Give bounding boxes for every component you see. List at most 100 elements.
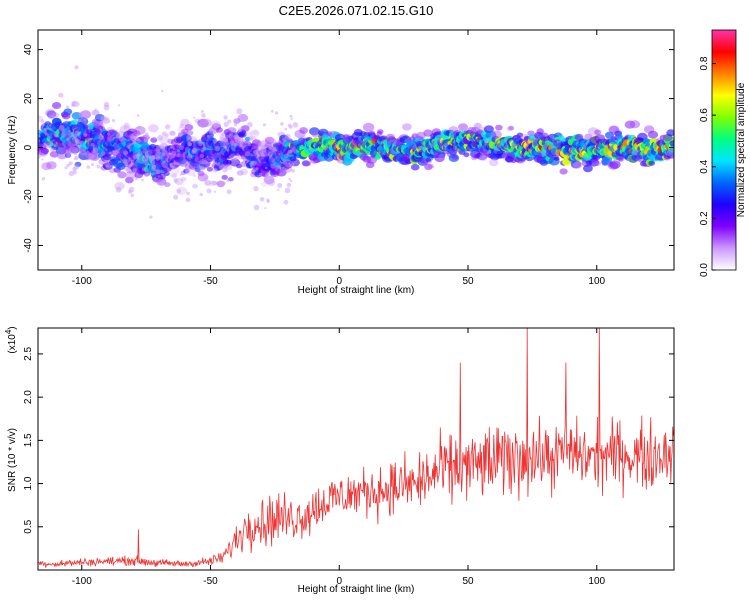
spectrogram-halo-point — [151, 164, 157, 170]
spectrogram-halo-point — [161, 89, 164, 93]
snr-x-tick-label: 100 — [588, 576, 605, 587]
spectrogram-x-axis-label: Height of straight line (km) — [298, 285, 415, 296]
spectrogram-blob — [187, 130, 194, 136]
spectrogram-halo-point — [208, 128, 215, 134]
spectrogram-halo-point — [134, 177, 138, 181]
spectrogram-blob — [83, 154, 91, 160]
spectrogram-blob — [413, 133, 421, 140]
spectrogram-blob — [438, 152, 446, 158]
spectrogram-halo-point — [199, 192, 203, 197]
colorbar-tick-label: 0.6 — [699, 108, 710, 122]
snr-scale-prefix: (x10 — [7, 334, 18, 354]
spectrogram-blob — [258, 140, 266, 147]
spectrogram-blob — [245, 131, 253, 137]
spectrogram-blob — [63, 108, 73, 116]
spectrogram-halo-point — [218, 181, 223, 186]
spectrogram-halo-point — [157, 175, 160, 178]
spectrogram-halo-point — [237, 137, 244, 144]
spectrogram-halo-point — [206, 135, 210, 138]
spectrogram-halo-point — [284, 153, 289, 159]
colorbar-ticks: 0.0 0.2 0.4 0.6 0.8 — [699, 56, 716, 277]
spectrogram-blob — [276, 168, 287, 177]
spectrogram-blob — [123, 122, 130, 128]
spectrogram-x-tick-label: -50 — [203, 276, 218, 287]
spectrogram-halo-point — [178, 145, 184, 151]
spectrogram-halo-point — [193, 116, 196, 119]
spectrogram-halo-point — [212, 167, 218, 173]
spectrogram-blob — [239, 168, 248, 175]
spectrogram-halo-point — [38, 139, 41, 143]
spectrogram-halo-point — [41, 177, 46, 181]
snr-chart: -100 -50 0 50 100 0.5 1.0 1.5 2.0 2.5 SNR (10 * v… — [4, 326, 675, 595]
spectrogram-halo-point — [124, 162, 129, 167]
spectrogram-blob — [240, 125, 250, 132]
spectrogram-halo-point — [170, 144, 175, 149]
spectrogram-blob — [669, 140, 674, 147]
spectrogram-halo-point — [136, 138, 141, 143]
spectrogram-blob — [251, 148, 260, 155]
spectrogram-halo-point — [72, 134, 77, 139]
spectrogram-halo-point — [149, 215, 153, 219]
spectrogram-halo-point — [219, 136, 226, 143]
spectrogram-blob — [583, 164, 593, 173]
colorbar-gradient — [711, 29, 737, 271]
colorbar-tick-label: 0.4 — [699, 159, 710, 173]
colorbar-tick-label: 0.0 — [699, 263, 710, 277]
spectrogram-halo-point — [105, 148, 108, 151]
spectrogram-halo-point — [122, 158, 128, 164]
spectrogram-halo-point — [145, 132, 149, 136]
spectrogram-halo-point — [277, 183, 283, 188]
spectrogram-x-tick-label: 50 — [462, 276, 474, 287]
spectrogram-halo-point — [211, 164, 214, 168]
spectrogram-halo-point — [50, 147, 55, 152]
spectrogram-blob — [249, 129, 260, 138]
spectrogram-halo-point — [100, 151, 106, 156]
snr-y-tick-label: 2.0 — [23, 390, 34, 404]
spectrogram-halo-point — [258, 172, 263, 177]
snr-y-tick-label: 2.5 — [23, 347, 34, 361]
spectrogram-blob — [508, 125, 515, 131]
spectrogram-halo-point — [199, 160, 204, 165]
spectrogram-blob — [594, 129, 602, 135]
spectrogram-halo-point — [144, 172, 150, 178]
spectrogram-halo-point — [179, 173, 182, 176]
spectrogram-blob — [237, 113, 249, 122]
spectrogram-halo-point — [93, 147, 99, 153]
spectrogram-halo-point — [130, 135, 136, 142]
spectrogram-blob — [63, 112, 70, 118]
spectrogram-halo-point — [142, 155, 149, 162]
spectrogram-halo-point — [123, 126, 127, 130]
spectrogram-blob — [100, 115, 108, 122]
spectrogram-halo-point — [173, 178, 179, 183]
spectrogram-halo-point — [117, 104, 121, 107]
spectrogram-halo-point — [71, 101, 77, 106]
spectrogram-halo-point — [66, 163, 70, 168]
spectrogram-halo-point — [112, 150, 115, 153]
spectrogram-blob — [667, 148, 674, 155]
spectrogram-halo-point — [203, 177, 207, 181]
spectrogram-blob — [221, 174, 228, 180]
snr-plot-area — [38, 328, 674, 570]
spectrogram-blob — [236, 163, 242, 169]
spectrogram-halo-point — [245, 151, 251, 157]
spectrogram-blob — [616, 134, 623, 140]
spectrogram-halo-point — [234, 157, 238, 161]
spectrogram-halo-point — [161, 131, 167, 137]
spectrogram-blob — [553, 156, 560, 161]
spectrogram-blob — [427, 164, 434, 169]
spectrogram-halo-point — [66, 153, 71, 158]
spectrogram-halo-point — [248, 135, 254, 141]
spectrogram-halo-point — [289, 114, 293, 118]
spectrogram-halo-point — [124, 167, 127, 171]
spectrogram-halo-point — [154, 176, 157, 179]
spectrogram-halo-point — [44, 143, 48, 147]
spectrogram-halo-point — [290, 162, 295, 167]
snr-marks — [38, 328, 674, 568]
spectrogram-halo-point — [88, 153, 95, 160]
spectrogram-halo-point — [73, 157, 77, 160]
spectrogram-blob — [236, 170, 244, 176]
spectrogram-halo-point — [270, 163, 276, 169]
spectrogram-halo-point — [213, 125, 218, 131]
spectrogram-halo-point — [199, 153, 204, 158]
spectrogram-halo-point — [176, 189, 182, 194]
